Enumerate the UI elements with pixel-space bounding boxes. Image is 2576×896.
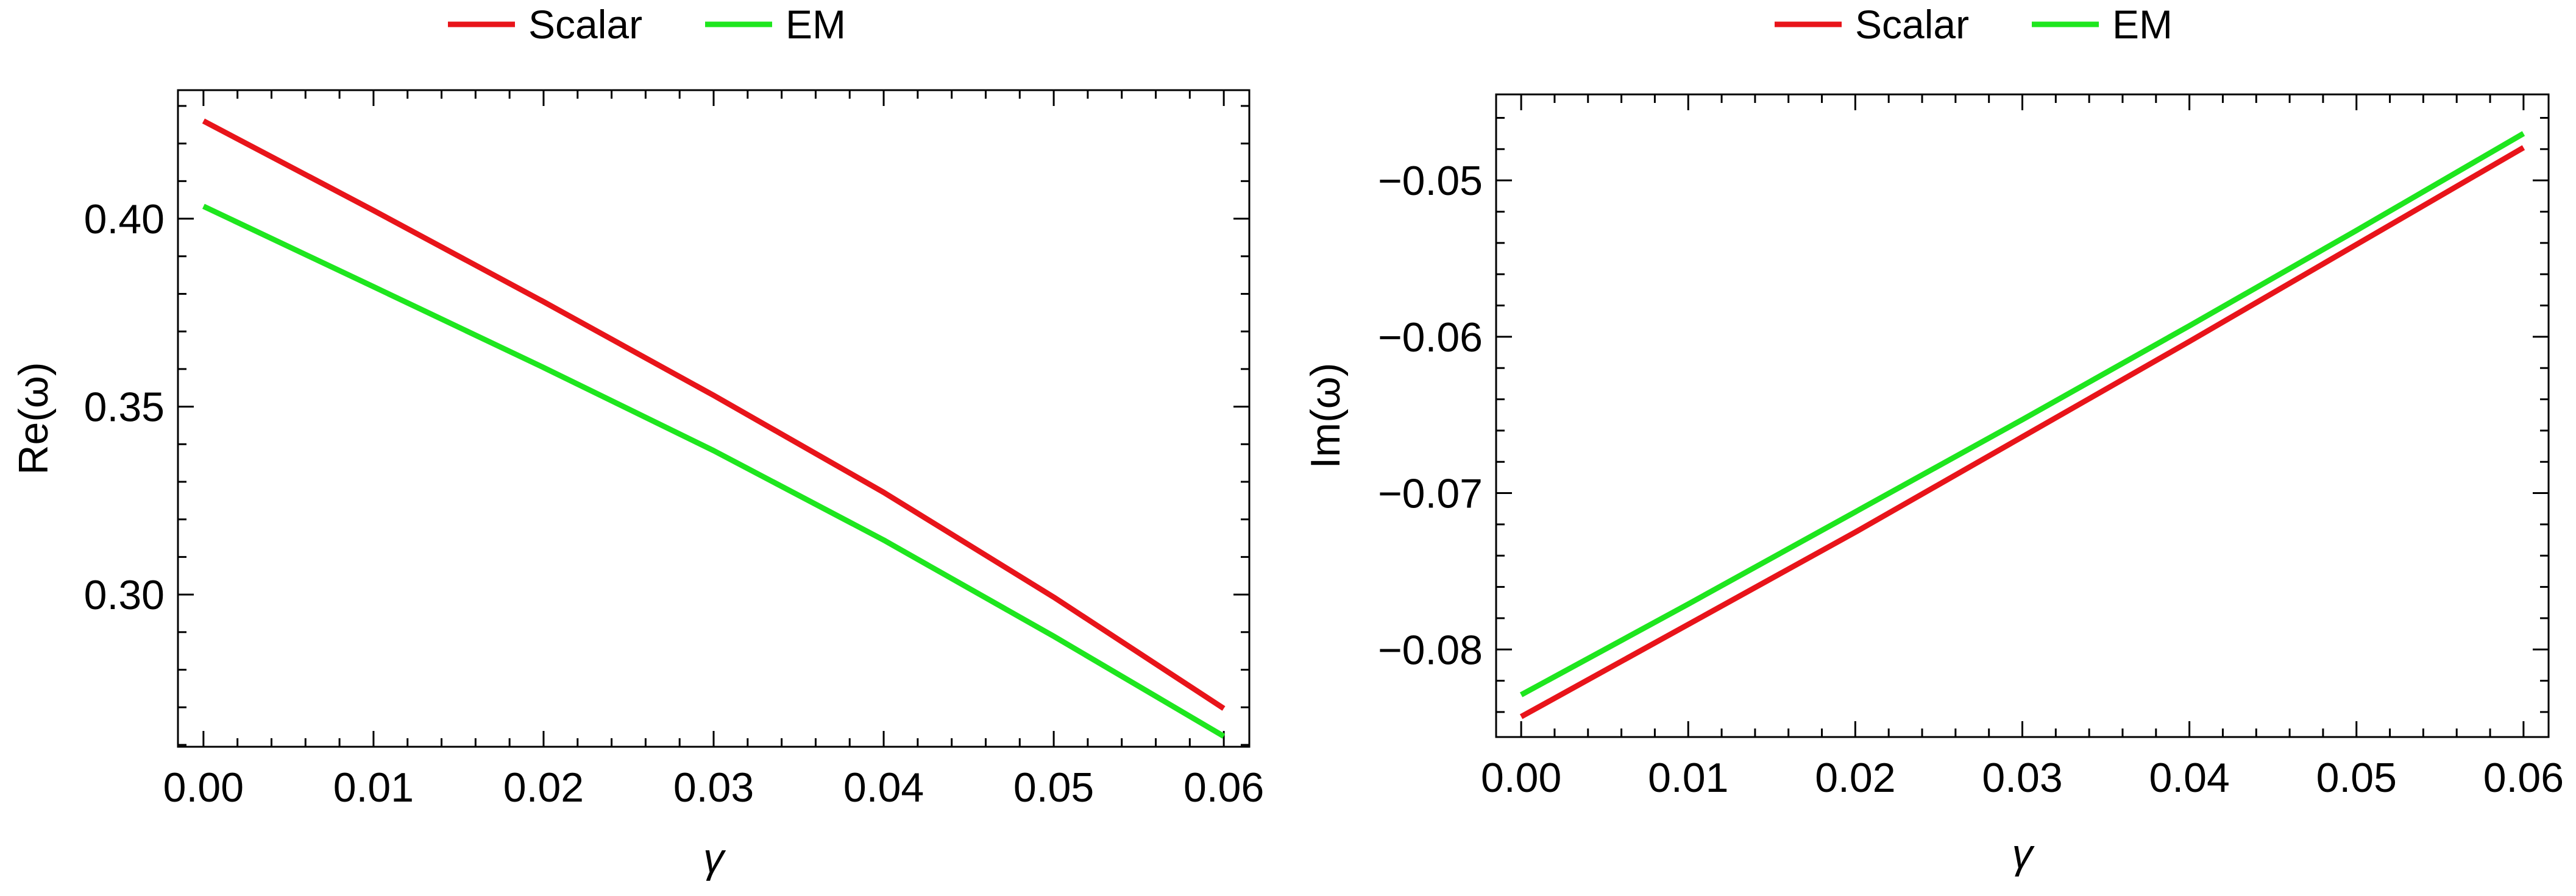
im-y-tick-label: −0.06 bbox=[1378, 314, 1483, 361]
im-x-tick-label: 0.01 bbox=[1648, 755, 1728, 801]
im-legend-label-em: EM bbox=[2112, 2, 2173, 47]
im-y-tick-label: −0.07 bbox=[1378, 471, 1483, 517]
im-x-axis-title: γ bbox=[2012, 831, 2035, 877]
re-legend-label-scalar: Scalar bbox=[528, 2, 642, 47]
re-series-line-scalar bbox=[202, 118, 1226, 711]
im-x-tick-label: 0.03 bbox=[1982, 755, 2062, 801]
re-x-tick-label: 0.01 bbox=[333, 764, 414, 811]
re-x-axis-title: γ bbox=[703, 835, 726, 881]
re-x-tick-label: 0.00 bbox=[163, 764, 244, 811]
im-x-tick-label: 0.02 bbox=[1815, 755, 1895, 801]
re-x-tick-label: 0.05 bbox=[1013, 764, 1094, 811]
im-legend: Scalar EM bbox=[1775, 2, 2173, 47]
im-series-line-scalar bbox=[1519, 145, 2525, 719]
im-y-tick-label: −0.08 bbox=[1378, 627, 1483, 673]
re-y-tick-label: 0.30 bbox=[84, 572, 165, 618]
im-x-tick-label: 0.04 bbox=[2149, 755, 2229, 801]
im-omega-chart-panel: 0.00 0.01 0.02 0.03 0.04 0.05 0.06 −0.08 −0.07 −0… bbox=[1302, 2, 2564, 877]
im-x-tick-label: 0.05 bbox=[2316, 755, 2397, 801]
im-x-tick-label: 0.06 bbox=[2483, 755, 2564, 801]
re-series-line-em bbox=[202, 203, 1226, 739]
re-legend-label-em: EM bbox=[786, 2, 846, 47]
re-x-tick-label: 0.03 bbox=[673, 764, 754, 811]
re-y-tick-label: 0.35 bbox=[84, 384, 165, 431]
re-x-tick-label: 0.02 bbox=[503, 764, 584, 811]
im-y-tick-label: −0.05 bbox=[1378, 158, 1483, 204]
re-plot-frame bbox=[177, 89, 1251, 748]
im-legend-label-scalar: Scalar bbox=[1855, 2, 1969, 47]
re-y-tick-label: 0.40 bbox=[84, 196, 165, 242]
im-x-tick-label: 0.00 bbox=[1481, 755, 1561, 801]
re-legend: Scalar EM bbox=[448, 2, 846, 47]
re-x-tick-label: 0.04 bbox=[843, 764, 924, 811]
re-y-axis-title: Re(ω) bbox=[10, 362, 57, 474]
im-y-axis-title: Im(ω) bbox=[1302, 363, 1349, 469]
re-x-tick-label: 0.06 bbox=[1183, 764, 1264, 811]
im-series-line-em bbox=[1519, 131, 2525, 697]
re-omega-chart-panel: 0.00 0.01 0.02 0.03 0.04 0.05 0.06 0.30 0.35 0.40… bbox=[10, 2, 1264, 881]
